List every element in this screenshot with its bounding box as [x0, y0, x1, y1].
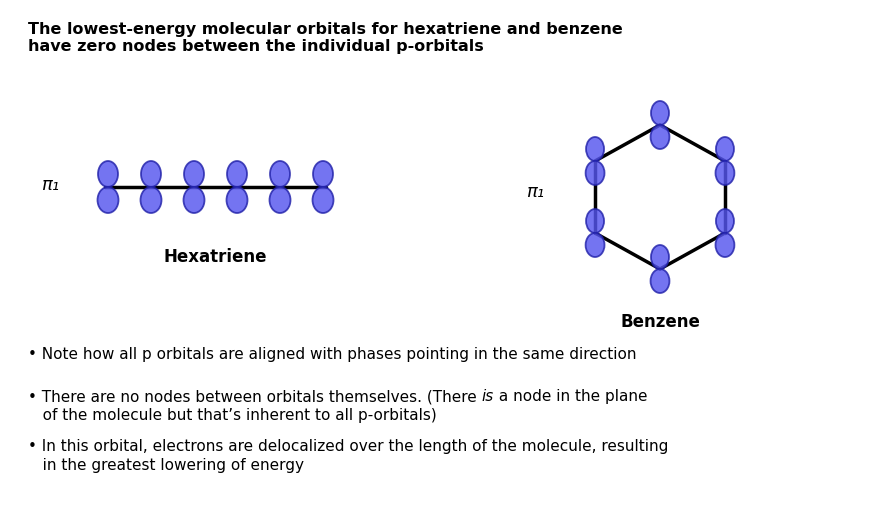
- Ellipse shape: [313, 187, 334, 213]
- Text: π₁: π₁: [41, 176, 59, 194]
- Ellipse shape: [313, 161, 333, 187]
- Ellipse shape: [586, 209, 604, 233]
- Text: have zero nodes between the individual p-orbitals: have zero nodes between the individual p…: [28, 39, 483, 54]
- Text: • Note how all p orbitals are aligned with phases pointing in the same direction: • Note how all p orbitals are aligned wi…: [28, 347, 636, 362]
- Ellipse shape: [98, 187, 119, 213]
- Text: π₁: π₁: [526, 183, 544, 201]
- Text: Hexatriene: Hexatriene: [163, 248, 267, 266]
- Ellipse shape: [650, 269, 669, 293]
- Ellipse shape: [586, 161, 605, 185]
- Ellipse shape: [586, 233, 605, 257]
- Ellipse shape: [270, 161, 290, 187]
- Text: • In this orbital, electrons are delocalized over the length of the molecule, re: • In this orbital, electrons are delocal…: [28, 439, 669, 454]
- Text: Benzene: Benzene: [620, 313, 700, 331]
- Ellipse shape: [651, 245, 669, 269]
- Text: • There are no nodes between orbitals themselves. (There: • There are no nodes between orbitals th…: [28, 389, 482, 404]
- Ellipse shape: [226, 187, 247, 213]
- Ellipse shape: [586, 137, 604, 161]
- Text: a node in the plane: a node in the plane: [494, 389, 648, 404]
- Ellipse shape: [650, 125, 669, 149]
- Ellipse shape: [651, 101, 669, 125]
- Ellipse shape: [184, 187, 205, 213]
- Ellipse shape: [184, 161, 204, 187]
- Text: is: is: [482, 389, 494, 404]
- Ellipse shape: [141, 161, 161, 187]
- Text: in the greatest lowering of energy: in the greatest lowering of energy: [28, 458, 304, 473]
- Ellipse shape: [227, 161, 247, 187]
- Text: The lowest-energy molecular orbitals for hexatriene and benzene: The lowest-energy molecular orbitals for…: [28, 22, 623, 37]
- Ellipse shape: [716, 137, 734, 161]
- Ellipse shape: [716, 209, 734, 233]
- Ellipse shape: [716, 161, 734, 185]
- Ellipse shape: [269, 187, 290, 213]
- Text: of the molecule but that’s inherent to all p-orbitals): of the molecule but that’s inherent to a…: [28, 408, 437, 423]
- Ellipse shape: [98, 161, 118, 187]
- Ellipse shape: [716, 233, 734, 257]
- Ellipse shape: [141, 187, 162, 213]
